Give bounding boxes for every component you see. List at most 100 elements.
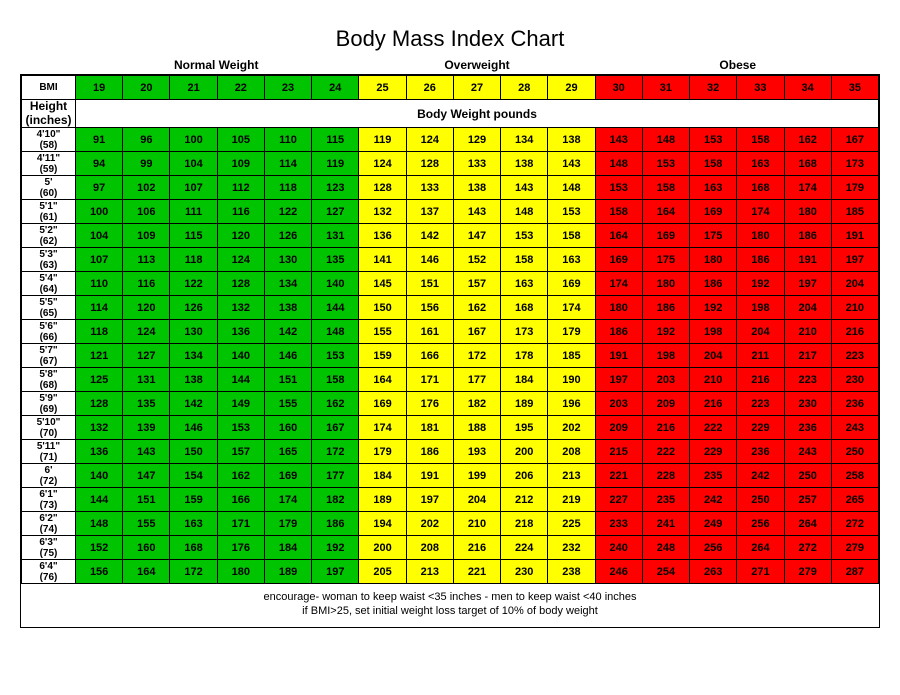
weight-cell: 129 [453, 128, 500, 152]
weight-cell: 130 [264, 248, 311, 272]
weight-cell: 164 [642, 200, 689, 224]
weight-cell: 204 [784, 296, 831, 320]
weight-cell: 146 [170, 416, 217, 440]
chart-title: Body Mass Index Chart [20, 26, 880, 52]
weight-cell: 158 [642, 176, 689, 200]
weight-cell: 216 [831, 320, 878, 344]
weight-cell: 197 [831, 248, 878, 272]
weight-cell: 106 [123, 200, 170, 224]
weight-cell: 180 [784, 200, 831, 224]
weight-cell: 213 [406, 560, 453, 584]
weight-cell: 223 [737, 392, 784, 416]
weight-cell: 153 [642, 152, 689, 176]
weight-cell: 197 [784, 272, 831, 296]
weight-cell: 210 [690, 368, 737, 392]
weight-cell: 249 [690, 512, 737, 536]
weight-cell: 206 [501, 464, 548, 488]
weight-cell: 190 [548, 368, 595, 392]
weight-cell: 225 [548, 512, 595, 536]
weight-cell: 174 [737, 200, 784, 224]
weight-cell: 184 [501, 368, 548, 392]
weight-cell: 99 [123, 152, 170, 176]
weight-cell: 151 [264, 368, 311, 392]
weight-cell: 149 [217, 392, 264, 416]
weight-cell: 250 [831, 440, 878, 464]
weight-cell: 199 [453, 464, 500, 488]
bmi-column-header: 26 [406, 76, 453, 100]
weight-cell: 250 [737, 488, 784, 512]
weight-cell: 174 [548, 296, 595, 320]
weight-cell: 118 [170, 248, 217, 272]
weight-cell: 143 [548, 152, 595, 176]
weight-cell: 172 [312, 440, 359, 464]
height-row-label: 5'6"(66) [22, 320, 76, 344]
weight-cell: 172 [453, 344, 500, 368]
weight-cell: 148 [312, 320, 359, 344]
weight-cell: 232 [548, 536, 595, 560]
weight-cell: 119 [359, 128, 406, 152]
weight-cell: 148 [501, 200, 548, 224]
weight-cell: 205 [359, 560, 406, 584]
weight-cell: 138 [170, 368, 217, 392]
height-row-label: 5'7"(67) [22, 344, 76, 368]
weight-cell: 180 [642, 272, 689, 296]
weight-cell: 215 [595, 440, 642, 464]
weight-cell: 192 [642, 320, 689, 344]
weight-cell: 143 [123, 440, 170, 464]
weight-cell: 198 [642, 344, 689, 368]
weight-cell: 246 [595, 560, 642, 584]
weight-cell: 123 [312, 176, 359, 200]
weight-cell: 102 [123, 176, 170, 200]
weight-cell: 193 [453, 440, 500, 464]
weight-cell: 209 [642, 392, 689, 416]
weight-cell: 148 [595, 152, 642, 176]
weight-cell: 256 [737, 512, 784, 536]
weight-cell: 132 [217, 296, 264, 320]
weight-cell: 180 [690, 248, 737, 272]
bmi-column-header: 27 [453, 76, 500, 100]
bmi-column-header: 31 [642, 76, 689, 100]
weight-cell: 126 [170, 296, 217, 320]
weight-cell: 110 [76, 272, 123, 296]
weight-cell: 221 [453, 560, 500, 584]
weight-cell: 216 [690, 392, 737, 416]
height-row-label: 6'2"(74) [22, 512, 76, 536]
weight-cell: 236 [831, 392, 878, 416]
weight-cell: 163 [548, 248, 595, 272]
weight-cell: 128 [76, 392, 123, 416]
bmi-column-header: 33 [737, 76, 784, 100]
weight-cell: 287 [831, 560, 878, 584]
weight-cell: 198 [690, 320, 737, 344]
weight-cell: 254 [642, 560, 689, 584]
weight-cell: 131 [312, 224, 359, 248]
weight-cell: 198 [737, 296, 784, 320]
weight-cell: 144 [76, 488, 123, 512]
weight-cell: 109 [217, 152, 264, 176]
bmi-column-header: 29 [548, 76, 595, 100]
weight-cell: 203 [595, 392, 642, 416]
weight-cell: 230 [831, 368, 878, 392]
weight-cell: 186 [406, 440, 453, 464]
weight-cell: 264 [737, 536, 784, 560]
weight-cell: 216 [453, 536, 500, 560]
weight-cell: 186 [737, 248, 784, 272]
weight-cell: 188 [453, 416, 500, 440]
height-row-label: 6'(72) [22, 464, 76, 488]
weight-cell: 175 [642, 248, 689, 272]
weight-cell: 167 [453, 320, 500, 344]
height-row-label: 5'(60) [22, 176, 76, 200]
weight-cell: 116 [217, 200, 264, 224]
weight-cell: 218 [501, 512, 548, 536]
weight-cell: 160 [123, 536, 170, 560]
weight-cell: 211 [737, 344, 784, 368]
weight-cell: 168 [737, 176, 784, 200]
weight-cell: 160 [264, 416, 311, 440]
weight-cell: 197 [595, 368, 642, 392]
weight-cell: 224 [501, 536, 548, 560]
weight-cell: 127 [312, 200, 359, 224]
weight-cell: 194 [359, 512, 406, 536]
weight-cell: 97 [76, 176, 123, 200]
weight-cell: 136 [359, 224, 406, 248]
weight-cell: 169 [359, 392, 406, 416]
weight-cell: 115 [312, 128, 359, 152]
